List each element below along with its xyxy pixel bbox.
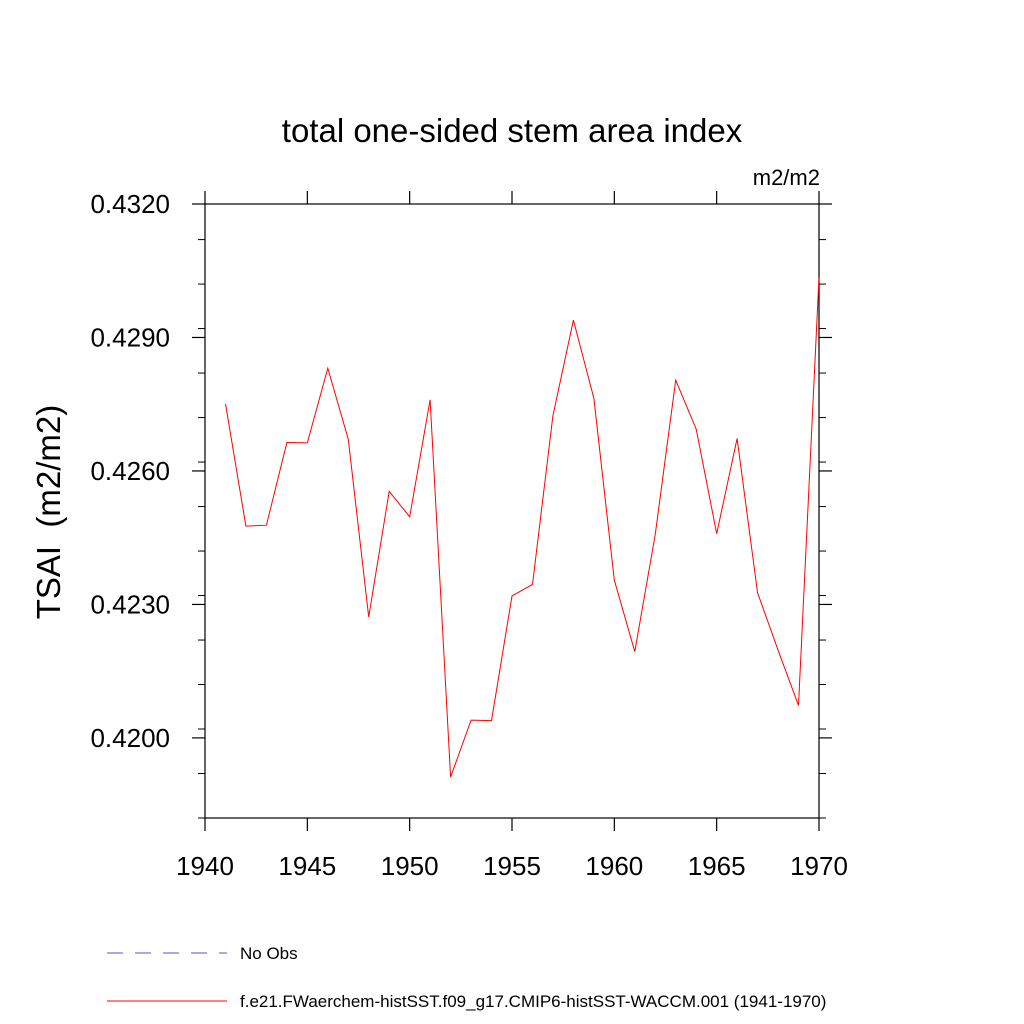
- x-tick-label: 1940: [176, 851, 234, 881]
- legend-label-no-obs: No Obs: [240, 944, 298, 963]
- y-tick-label: 0.4290: [90, 322, 170, 352]
- units-label: m2/m2: [753, 165, 820, 190]
- legend-label-model: f.e21.FWaerchem-histSST.f09_g17.CMIP6-hi…: [240, 992, 826, 1011]
- legend: No Obs f.e21.FWaerchem-histSST.f09_g17.C…: [107, 944, 826, 1011]
- series-line: [225, 277, 820, 778]
- y-tick-label: 0.4230: [90, 589, 170, 619]
- x-tick-label: 1965: [688, 851, 746, 881]
- series-lines: [225, 277, 820, 778]
- x-tick-label: 1970: [790, 851, 848, 881]
- y-tick-label: 0.4260: [90, 456, 170, 486]
- y-axis-label: TSAI (m2/m2): [30, 405, 67, 620]
- plot-frame: [204, 203, 820, 819]
- y-tick-labels: 0.4200 0.4230 0.4260 0.4290 0.4320: [90, 189, 170, 753]
- x-tick-label: 1960: [585, 851, 643, 881]
- x-tick-label: 1945: [278, 851, 336, 881]
- chart-title: total one-sided stem area index: [282, 112, 743, 149]
- x-tick-label: 1950: [381, 851, 439, 881]
- x-tick-labels: 1940 1945 1950 1955 1960 1965 1970: [176, 851, 848, 881]
- x-tick-label: 1955: [483, 851, 541, 881]
- axis-ticks: [192, 191, 832, 831]
- y-tick-label: 0.4200: [90, 723, 170, 753]
- y-tick-label: 0.4320: [90, 189, 170, 219]
